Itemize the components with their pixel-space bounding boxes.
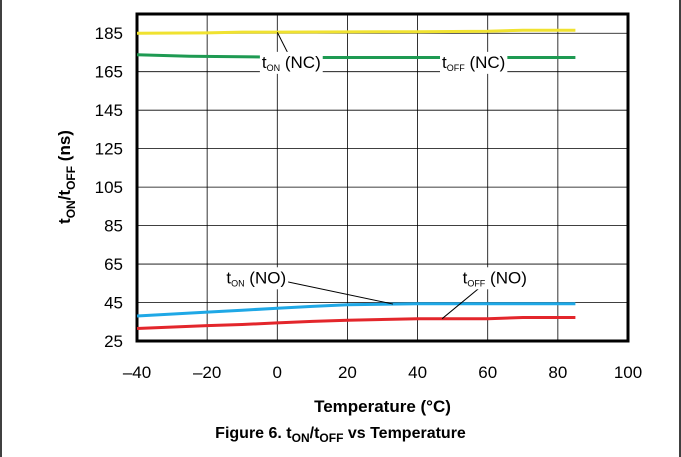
x-tick-label: 20 xyxy=(338,363,357,382)
annotation-t: t xyxy=(226,268,231,287)
caption-sub-off: OFF xyxy=(319,431,344,446)
annotation-t: t xyxy=(262,53,267,72)
annotation-bg xyxy=(259,51,323,74)
annotation-bg xyxy=(224,267,289,290)
y-tick-label: 165 xyxy=(95,63,123,82)
x-tick-label: 60 xyxy=(478,363,497,382)
y-axis-label-sub-on: ON xyxy=(64,200,78,218)
annotation-label: tON (NO) xyxy=(226,268,286,288)
y-tick-labels: 25 45 65 85 105 125 145 165 185 xyxy=(95,24,123,351)
y-tick-label: 45 xyxy=(104,294,123,313)
x-tick-label: 40 xyxy=(408,363,427,382)
y-tick-label: 145 xyxy=(95,101,123,120)
y-axis-label-sub-off: OFF xyxy=(64,166,78,190)
y-tick-label: 185 xyxy=(95,24,123,43)
x-tick-label: –20 xyxy=(193,363,221,382)
series-annotation: tON (NO) xyxy=(224,267,289,290)
annotation-bg xyxy=(440,51,508,74)
caption-slash: /t xyxy=(309,425,320,442)
annotation-sub: OFF xyxy=(467,278,485,288)
annotation-label: tOFF (NC) xyxy=(442,53,505,73)
caption-sub-on: ON xyxy=(291,431,310,446)
annotation-sub: OFF xyxy=(447,63,465,73)
series-line-0 xyxy=(136,28,576,35)
series-annotation: tON (NC) xyxy=(259,51,323,74)
y-axis-label-t: t xyxy=(55,218,74,224)
y-tick-label: 125 xyxy=(95,140,123,159)
annotation-label: tON (NC) xyxy=(262,53,321,73)
y-axis-label: tON/tOFF (ns) xyxy=(55,130,78,224)
y-axis-label-unit: (ns) xyxy=(55,130,74,166)
series-annotation: tOFF (NO) xyxy=(460,267,529,290)
annotation-bg xyxy=(460,267,529,290)
series-annotation: tOFF (NC) xyxy=(440,51,508,74)
y-tick-label: 25 xyxy=(104,332,123,351)
annotation-sub: ON xyxy=(267,63,281,73)
annotations: tON (NC) tOFF (NC)tON (NO) tOFF (NO) xyxy=(224,51,529,290)
series-line-3 xyxy=(136,316,576,330)
caption-suffix: vs Temperature xyxy=(343,425,466,442)
annotation-tail: (NO) xyxy=(485,268,527,287)
x-tick-label: 100 xyxy=(614,363,642,382)
annotation-t: t xyxy=(442,53,447,72)
y-tick-label: 85 xyxy=(104,217,123,236)
y-tick-label: 105 xyxy=(95,178,123,197)
x-tick-label: 80 xyxy=(548,363,567,382)
annotation-sub: ON xyxy=(231,278,245,288)
annotation-t: t xyxy=(463,268,468,287)
annotation-tail: (NO) xyxy=(245,268,287,287)
series-line-2 xyxy=(136,302,576,318)
x-tick-label: –40 xyxy=(123,363,151,382)
x-tick-labels: –40 –20 0 20 40 60 80 100 xyxy=(123,363,642,382)
x-tick-label: 0 xyxy=(273,363,282,382)
y-tick-label: 65 xyxy=(104,255,123,274)
y-axis-label-slash: /t xyxy=(55,190,74,201)
annotation-label: tOFF (NO) xyxy=(463,268,527,288)
annotation-tail: (NC) xyxy=(465,53,506,72)
x-axis-label: Temperature (°C) xyxy=(314,397,451,416)
figure-caption: Figure 6. tON/tOFF vs Temperature xyxy=(0,425,681,445)
annotation-tail: (NC) xyxy=(280,53,321,72)
caption-prefix: Figure 6. t xyxy=(215,425,292,442)
plot-area xyxy=(135,12,630,343)
